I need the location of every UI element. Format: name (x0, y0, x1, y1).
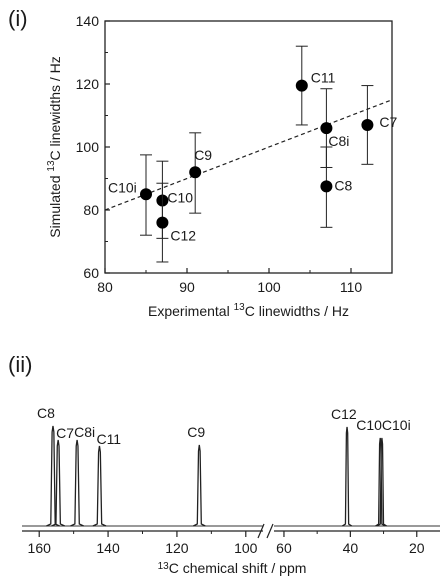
peak-label-c10i: C10i (382, 417, 411, 433)
peak-label-c9: C9 (187, 424, 205, 440)
peak-c9 (193, 444, 206, 527)
x-axis-label: 13C chemical shift / ppm (158, 560, 307, 576)
peak-c11 (92, 445, 107, 527)
x-axis-label: Experimental 13C linewidths / Hz (148, 302, 349, 319)
data-point-c11 (295, 79, 308, 92)
fit-line (104, 99, 393, 211)
panel-label-i: (i) (8, 6, 28, 31)
y-tick-label: 60 (83, 265, 99, 281)
axis-break-mark (257, 523, 265, 539)
data-point-c12 (156, 216, 169, 229)
point-label-c11: C11 (311, 70, 336, 86)
point-label-c12: C12 (170, 228, 196, 244)
x-tick-label: 110 (340, 279, 363, 295)
peak-label-c11: C11 (96, 431, 121, 447)
peak-c8i (70, 439, 84, 527)
y-tick-label: 100 (76, 139, 100, 155)
point-label-c8i: C8i (328, 133, 349, 149)
x-tick-label: 100 (234, 540, 258, 556)
x-tick-label: 140 (96, 540, 120, 556)
peak-c12 (341, 426, 353, 527)
y-tick-label: 80 (83, 202, 99, 218)
data-point-c10i (140, 188, 152, 201)
axis-break-mark (266, 523, 274, 539)
y-tick-label: 120 (76, 76, 100, 92)
x-tick-label: 120 (165, 540, 189, 556)
data-point-c9 (189, 166, 202, 179)
panel-label-ii: (ii) (8, 352, 33, 377)
x-tick-label: 60 (276, 540, 292, 556)
point-label-c9: C9 (194, 147, 212, 163)
peak-c7 (51, 439, 66, 527)
data-point-c8 (320, 180, 333, 193)
point-label-c10i: C10i (108, 179, 137, 195)
x-tick-label: 160 (28, 540, 52, 556)
point-label-c10: C10 (167, 190, 193, 206)
data-point-c8i (320, 122, 333, 135)
peak-c10 (375, 437, 386, 527)
peak-label-c10: C10 (356, 417, 382, 433)
point-label-c8: C8 (334, 177, 352, 193)
x-tick-label: 100 (257, 279, 281, 295)
peak-c10i (376, 437, 388, 527)
x-tick-label: 90 (179, 279, 195, 295)
y-tick-label: 140 (76, 13, 100, 29)
peak-label-c8: C8 (37, 405, 55, 421)
peak-label-c7: C7 (56, 425, 74, 441)
x-tick-label: 40 (343, 540, 359, 556)
peak-label-c8i: C8i (74, 424, 95, 440)
point-label-c7: C7 (379, 114, 397, 130)
x-tick-label: 20 (409, 540, 425, 556)
y-axis-label: Simulated 13C linewidths / Hz (46, 56, 63, 238)
data-point-c7 (361, 118, 374, 131)
peak-label-c12: C12 (331, 406, 357, 422)
x-tick-label: 80 (97, 279, 113, 295)
